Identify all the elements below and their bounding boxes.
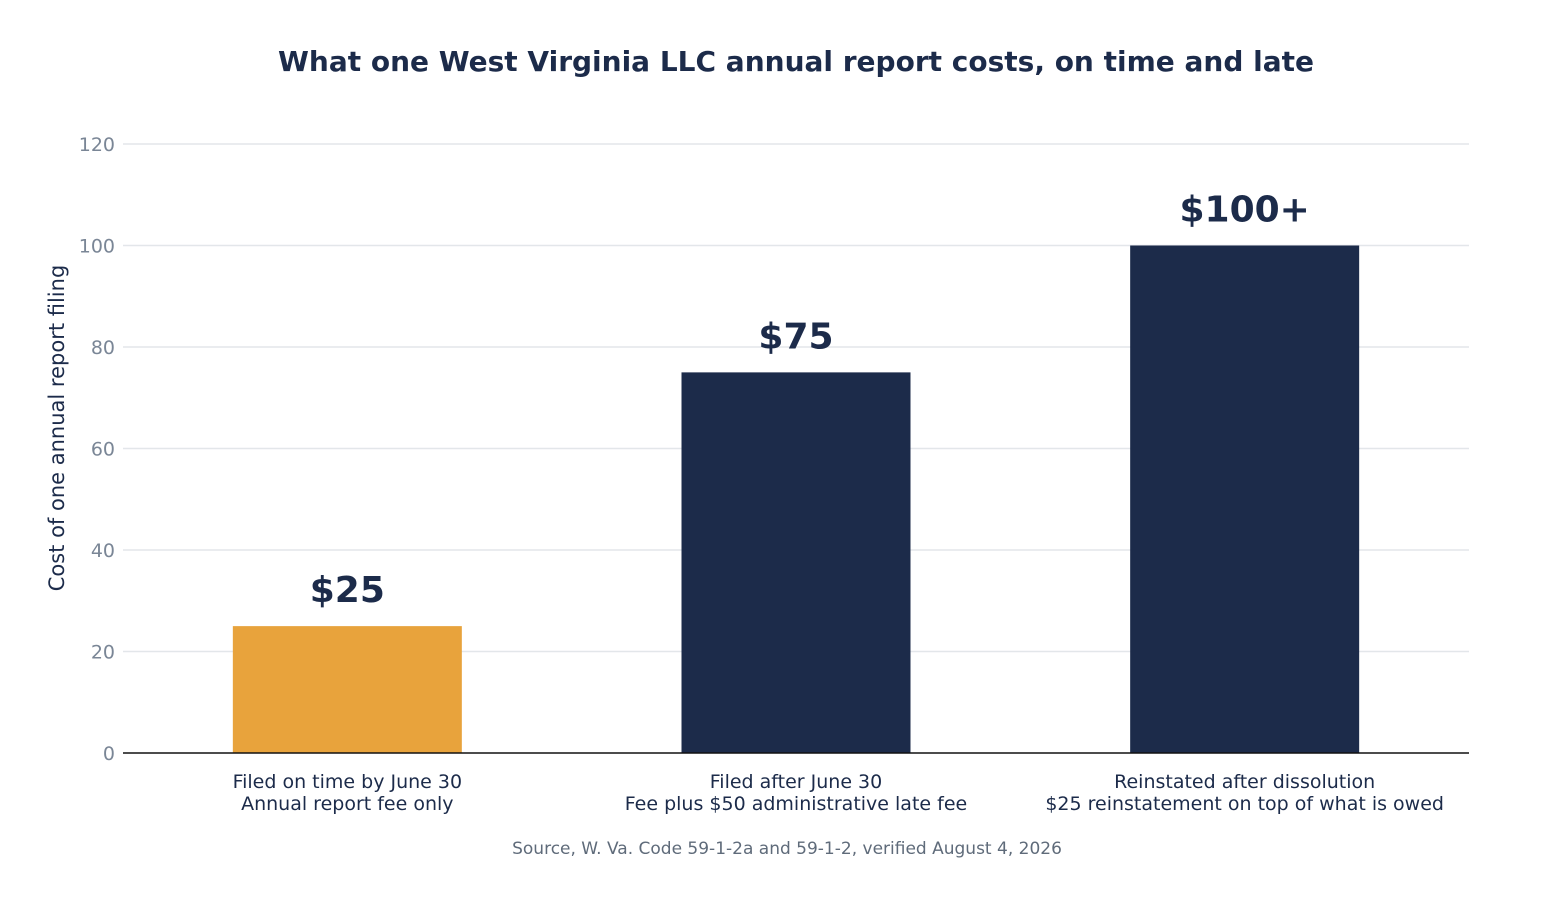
y-tick-label: 40 — [91, 540, 115, 562]
y-tick-label: 100 — [79, 236, 115, 258]
y-tick-label: 0 — [103, 743, 115, 765]
x-tick-label: Reinstated after dissolution — [1114, 771, 1375, 793]
bar — [1130, 245, 1360, 753]
x-tick-label: Filed on time by June 30 — [233, 771, 463, 793]
data-label: $75 — [758, 316, 833, 357]
x-tick-label: Annual report fee only — [241, 793, 453, 815]
data-labels: $25 $75 $100+ — [310, 190, 1310, 612]
data-label: $100+ — [1179, 190, 1309, 231]
y-tick-label: 20 — [91, 642, 115, 664]
bars — [232, 245, 1360, 753]
data-label: $25 — [310, 570, 385, 611]
y-tick-label: 120 — [79, 134, 115, 156]
y-axis-label: Cost of one annual report filing — [45, 265, 69, 592]
y-tick-labels: 0 20 40 60 80 100 120 — [79, 134, 115, 765]
chart-title: What one West Virginia LLC annual report… — [278, 45, 1314, 78]
y-tick-label: 60 — [91, 439, 115, 461]
x-tick-label: $25 reinstatement on top of what is owed — [1045, 793, 1444, 815]
source-note: Source, W. Va. Code 59-1-2a and 59-1-2, … — [512, 839, 1062, 859]
bar — [232, 626, 462, 753]
x-tick-label: Fee plus $50 administrative late fee — [625, 793, 967, 815]
x-tick-label: Filed after June 30 — [710, 771, 882, 793]
bar — [681, 372, 911, 753]
y-tick-label: 80 — [91, 337, 115, 359]
